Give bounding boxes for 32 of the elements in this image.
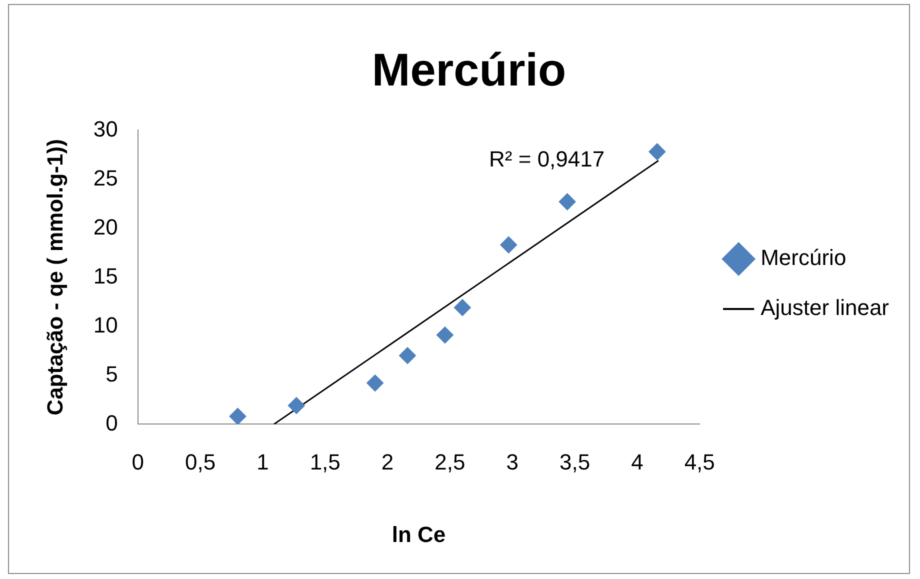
- point: [288, 397, 305, 414]
- y-tick-label: 15: [93, 263, 118, 288]
- y-tick-label: 30: [93, 116, 118, 142]
- x-tick-label: 0,5: [184, 449, 216, 474]
- x-axis-title: ln Ce: [392, 522, 446, 547]
- y-tick-label: 10: [93, 312, 118, 338]
- legend-label: Ajuster linear: [760, 295, 889, 320]
- point: [436, 326, 454, 344]
- x-tick-label: 1: [256, 449, 269, 474]
- y-axis-title: Captação - qe ( mmol.g-1)): [42, 139, 68, 416]
- x-tick-label: 4,5: [684, 449, 715, 474]
- legend-label: Mercúrio: [760, 245, 846, 270]
- point: [454, 299, 471, 316]
- x-tick-label: 3: [506, 449, 518, 474]
- x-tick-label: 0: [132, 449, 144, 474]
- point: [399, 347, 416, 364]
- point: [648, 143, 666, 160]
- point: [229, 408, 246, 424]
- annotation: R² = 0,9417: [489, 146, 605, 172]
- y-tick-label: 5: [106, 361, 118, 386]
- chart-title: Mercúrio: [372, 43, 566, 96]
- point: [366, 374, 384, 392]
- point: [558, 193, 576, 210]
- x-tick-label: 2: [381, 449, 394, 474]
- y-tick-label: 20: [93, 214, 118, 240]
- x-tick-label: 2,5: [434, 449, 466, 474]
- x-tick-label: 1,5: [310, 449, 340, 474]
- y-tick-label: 0: [106, 410, 118, 436]
- y-tick-label: 25: [93, 165, 118, 190]
- x-tick-label: 3,5: [559, 449, 590, 474]
- x-tick-label: 4: [631, 449, 644, 474]
- point: [500, 236, 518, 254]
